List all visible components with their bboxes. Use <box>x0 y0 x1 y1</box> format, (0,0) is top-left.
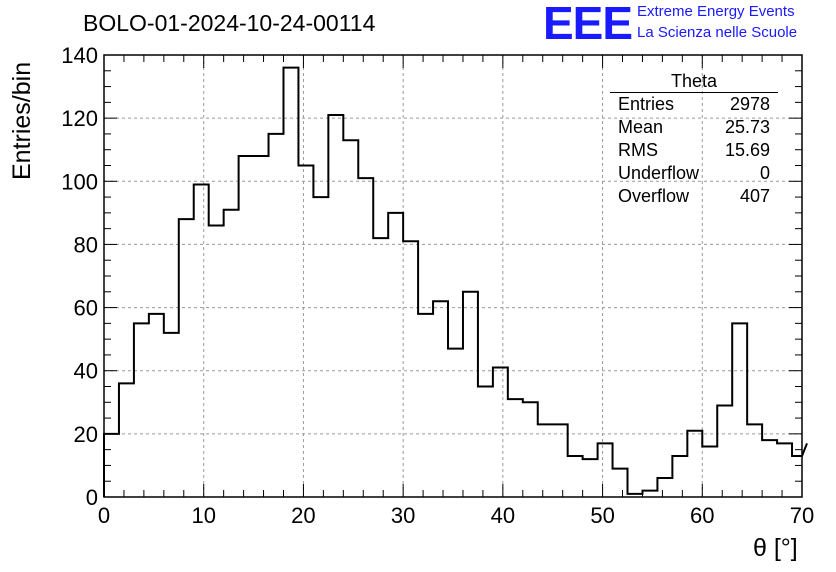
stats-row-mean: Mean 25.73 <box>610 116 778 139</box>
x-tick-label: 50 <box>590 503 614 528</box>
stats-value: 15.69 <box>724 140 770 160</box>
stats-label: Underflow <box>618 163 700 183</box>
y-tick-label: 140 <box>61 43 98 68</box>
y-tick-label: 0 <box>86 485 98 510</box>
stats-row-rms: RMS 15.69 <box>610 139 778 162</box>
y-tick-label: 80 <box>74 232 98 257</box>
stats-row-entries: Entries 2978 <box>610 93 778 116</box>
x-tick-label: 0 <box>98 503 110 528</box>
stats-value: 0 <box>759 163 770 183</box>
x-tick-label: 70 <box>790 503 814 528</box>
stats-label: RMS <box>618 140 658 160</box>
stats-row-overflow: Overflow 407 <box>610 185 778 208</box>
stats-value: 2978 <box>729 94 770 114</box>
logo-line2: La Scienza nelle Scuole <box>637 24 798 41</box>
y-tick-label: 20 <box>74 422 98 447</box>
y-tick-label: 100 <box>61 169 98 194</box>
x-axis-label: θ [°] <box>753 534 798 562</box>
stats-label: Overflow <box>618 186 690 206</box>
stats-value: 407 <box>739 186 770 206</box>
stats-label: Entries <box>618 94 675 114</box>
stats-row-underflow: Underflow 0 <box>610 162 778 185</box>
y-tick-label: 40 <box>74 359 98 384</box>
stats-title: Theta <box>610 71 778 93</box>
stats-label: Mean <box>618 117 664 137</box>
x-tick-label: 10 <box>191 503 215 528</box>
stats-box: Theta Entries 2978 Mean 25.73 RMS 15.69 … <box>610 71 778 208</box>
histogram-line <box>103 66 808 497</box>
chart-title: BOLO-01-2024-10-24-00114 <box>83 10 376 36</box>
y-tick-label: 120 <box>61 106 98 131</box>
eee-logo: EEE <box>543 0 633 49</box>
stats-value: 25.73 <box>724 117 770 137</box>
x-tick-label: 30 <box>391 503 415 528</box>
x-tick-label: 60 <box>690 503 714 528</box>
x-tick-label: 40 <box>491 503 515 528</box>
y-tick-label: 60 <box>74 296 98 321</box>
x-tick-label: 20 <box>291 503 315 528</box>
logo-line1: Extreme Energy Events <box>637 3 795 20</box>
y-axis-label: Entries/bin <box>8 61 36 180</box>
